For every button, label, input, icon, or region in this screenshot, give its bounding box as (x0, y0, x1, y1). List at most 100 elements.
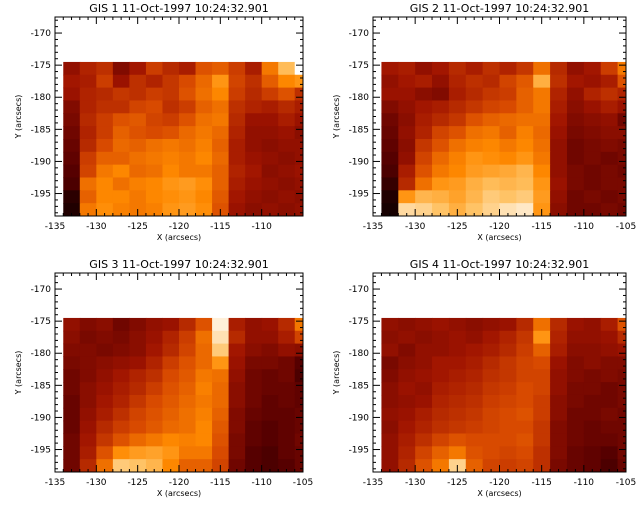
heatmap-cell (79, 74, 97, 89)
heatmap-cell (499, 433, 517, 447)
heatmap-cell (195, 87, 213, 102)
heatmap-cell (195, 459, 213, 472)
y-tick-label: -175 (349, 61, 369, 71)
heatmap-cell (96, 446, 114, 460)
heatmap-cell (465, 100, 484, 114)
heatmap-cell (145, 459, 164, 472)
heatmap-cell (294, 356, 303, 370)
heatmap-cell (278, 164, 296, 179)
heatmap-cell (398, 343, 416, 358)
heatmap-cell (432, 343, 450, 358)
heatmap-cell (583, 151, 602, 166)
heatmap-cell (499, 407, 517, 422)
heatmap-cell (381, 164, 399, 179)
heatmap-cell (516, 433, 534, 447)
heatmap-cell (261, 138, 279, 153)
heatmap-cell (566, 126, 585, 140)
heatmap-cell (499, 330, 517, 345)
heatmap-cell (96, 177, 114, 191)
heatmap-cell (112, 407, 130, 422)
heatmap-cell (482, 330, 501, 345)
heatmap-cell (145, 356, 164, 370)
heatmap-cell (294, 151, 303, 166)
heatmap-cell (212, 446, 230, 460)
heatmap-cell (228, 190, 246, 204)
heatmap-cell (482, 113, 501, 127)
heatmap-cell (245, 317, 263, 332)
heatmap-cell (516, 138, 534, 153)
heatmap-cell (261, 177, 279, 191)
heatmap-cell (432, 100, 450, 114)
y-tick-label: -170 (31, 285, 52, 295)
heatmap-cell (212, 151, 230, 166)
heatmap-cell (465, 151, 484, 166)
heatmap-cell (566, 87, 585, 102)
heatmap-cell (228, 100, 246, 114)
heatmap-cell (566, 394, 585, 409)
heatmap-cell (499, 126, 517, 140)
heatmap-cell (465, 459, 484, 472)
heatmap-cell (63, 317, 81, 332)
heatmap-cell (516, 61, 534, 76)
heatmap-cell (179, 138, 197, 153)
x-tick-label: -105 (293, 478, 313, 488)
heatmap-cell (294, 407, 303, 422)
heatmap-cell (550, 459, 568, 472)
heatmap-cell (129, 356, 147, 370)
heatmap-cell (550, 190, 568, 204)
heatmap-cell (179, 190, 197, 204)
heatmap-cell (398, 61, 416, 76)
heatmap-cell (245, 61, 263, 76)
heatmap-cell (228, 74, 246, 89)
heatmap-cell (499, 317, 517, 332)
heatmap-cell (145, 113, 164, 127)
heatmap-cell (583, 356, 602, 370)
heatmap-cell (465, 126, 484, 140)
heatmap-cell (499, 203, 517, 216)
heatmap-cell (432, 369, 450, 383)
x-axis-label: X (arcsecs) (157, 233, 201, 242)
heatmap-cell (381, 330, 399, 345)
heatmap-cell (228, 446, 246, 460)
heatmap-cell (79, 190, 97, 204)
x-tick-label: -125 (127, 222, 147, 232)
heatmap-cell (482, 459, 501, 472)
heatmap-cell (162, 317, 180, 332)
heatmap-cell (278, 113, 296, 127)
heatmap-cell (63, 177, 81, 191)
heatmap-cell (179, 151, 197, 166)
heatmap-cell (96, 459, 114, 472)
heatmap-cell (195, 61, 213, 76)
heatmap-cell (129, 369, 147, 383)
heatmap-cell (245, 113, 263, 127)
heatmap-cell (63, 343, 81, 358)
y-tick-label: -185 (349, 125, 369, 135)
heatmap-cell (398, 317, 416, 332)
heatmap-cell (550, 87, 568, 102)
heatmap-cell (245, 100, 263, 114)
heatmap-cell (179, 126, 197, 140)
heatmap-cell (195, 100, 213, 114)
panel-title: GIS 1 11-Oct-1997 10:24:32.901 (89, 2, 268, 15)
heatmap-cell (465, 356, 484, 370)
y-tick-label: -175 (31, 61, 51, 71)
heatmap-cell (112, 113, 130, 127)
heatmap-cell (245, 190, 263, 204)
heatmap-cell (432, 177, 450, 191)
heatmap-cell (278, 420, 296, 435)
heatmap-cell (294, 394, 303, 409)
heatmap-cell (112, 61, 130, 76)
heatmap-cell (228, 330, 246, 345)
heatmap-cell (79, 164, 97, 179)
heatmap-cell (381, 74, 399, 89)
heatmap-cell (129, 177, 147, 191)
heatmap-cell (415, 317, 433, 332)
heatmap-cell (162, 433, 180, 447)
heatmap-cell (381, 459, 399, 472)
heatmap-cell (550, 330, 568, 345)
heatmap-cells (381, 61, 626, 216)
heatmap-cell (415, 138, 433, 153)
heatmap-cell (212, 407, 230, 422)
heatmap-cell (162, 446, 180, 460)
heatmap-cell (278, 61, 296, 76)
